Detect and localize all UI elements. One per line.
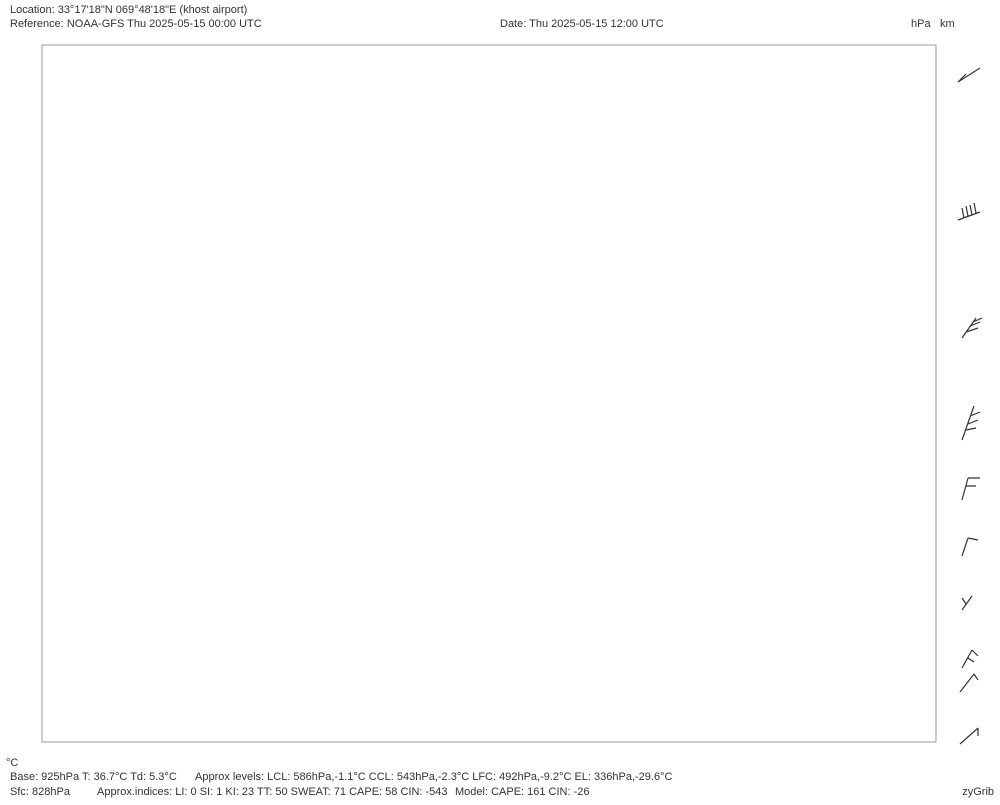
location: Location: 33°17'18"N 069°48'18"E (khost … xyxy=(10,4,247,16)
wind-barb xyxy=(961,477,980,501)
footer-model: Model: CAPE: 161 CIN: -26 xyxy=(455,786,590,798)
wind-barb xyxy=(959,673,979,693)
wind-barb xyxy=(961,317,983,339)
wind-barbs xyxy=(957,67,983,745)
wind-barb xyxy=(959,727,979,745)
wind-barb xyxy=(961,595,973,611)
km-unit: km xyxy=(940,18,955,30)
footer-levels: Approx levels: LCL: 586hPa,-1.1°C CCL: 5… xyxy=(195,771,672,783)
footer-indices: Approx.indices: LI: 0 SI: 1 KI: 23 TT: 5… xyxy=(97,786,448,798)
reference: Reference: NOAA-GFS Thu 2025-05-15 00:00… xyxy=(10,18,262,30)
temp-unit: °C xyxy=(6,757,18,769)
wind-barb xyxy=(957,67,981,83)
brand: zyGrib xyxy=(962,786,994,798)
wind-barb xyxy=(957,202,981,221)
footer-base: Base: 925hPa T: 36.7°C Td: 5.3°C xyxy=(10,771,177,783)
date: Date: Thu 2025-05-15 12:00 UTC xyxy=(500,18,664,30)
plot-frame xyxy=(41,44,937,743)
wind-barb xyxy=(961,537,979,557)
wind-barb xyxy=(961,405,981,441)
wind-barb xyxy=(961,649,979,669)
hpa-unit: hPa xyxy=(911,18,931,30)
footer-sfc: Sfc: 828hPa xyxy=(10,786,71,798)
